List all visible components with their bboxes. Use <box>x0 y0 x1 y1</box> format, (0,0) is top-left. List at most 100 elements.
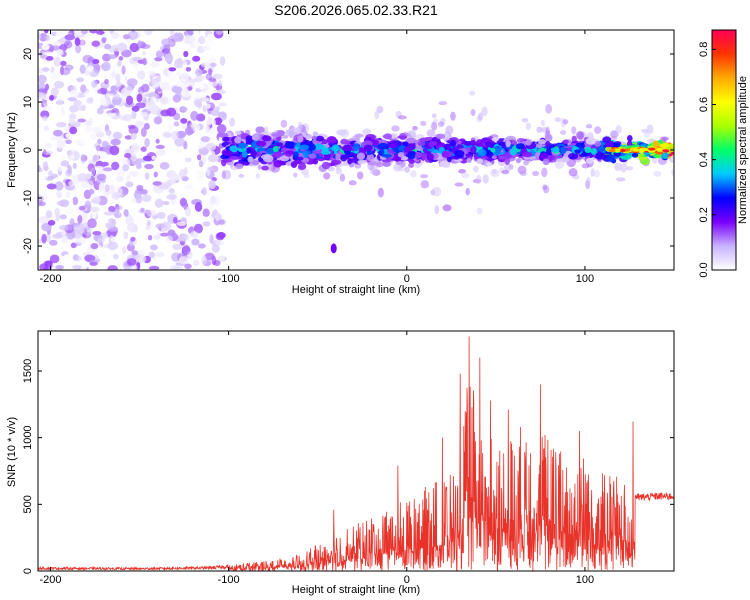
spectral-blob <box>194 40 199 50</box>
spectral-blob <box>39 33 48 42</box>
spectral-blob <box>56 99 64 105</box>
spectral-blob <box>308 153 317 159</box>
spectral-blob <box>212 73 223 80</box>
spectral-blob <box>216 232 226 239</box>
spectral-blob <box>519 170 527 177</box>
spectrogram-ylabel: Frequency (Hz) <box>6 112 18 188</box>
spectral-blob <box>127 30 139 41</box>
spectral-blob <box>90 133 97 140</box>
spectral-blob <box>67 48 77 53</box>
spectral-blob <box>205 142 217 151</box>
spectral-blob <box>81 30 88 35</box>
spectral-blob <box>218 132 229 138</box>
spectral-blob <box>255 126 265 134</box>
spectral-blob <box>60 160 70 168</box>
spectral-blob <box>120 87 129 98</box>
spectral-blob <box>209 234 214 244</box>
spectral-blob <box>77 118 86 123</box>
spectral-blob <box>662 149 670 153</box>
spectral-blob <box>111 161 120 171</box>
spectral-blob <box>162 200 170 206</box>
spectral-blob <box>167 73 177 82</box>
spectral-blob <box>412 125 418 131</box>
spectral-blob <box>57 165 68 172</box>
spectral-blob <box>143 122 150 130</box>
spectral-blob <box>356 152 366 161</box>
snr-ytick-label: 500 <box>22 495 34 513</box>
spectral-blob <box>619 148 627 153</box>
spectral-blob <box>297 135 304 143</box>
spectral-blob <box>540 119 545 127</box>
spectral-blob <box>56 139 66 149</box>
spectral-blob <box>292 151 299 158</box>
spectral-blob <box>180 117 188 124</box>
spectral-blob <box>38 216 49 224</box>
spectral-blob <box>279 155 290 162</box>
spectral-blob <box>196 154 202 161</box>
spectral-blob <box>151 79 160 90</box>
spectral-blob <box>515 157 521 164</box>
spectral-blob <box>255 140 267 147</box>
spectral-blob <box>50 66 55 74</box>
spectral-blob <box>155 138 160 144</box>
spectral-blob <box>184 184 194 190</box>
snr-ylabel: SNR (10 * v/v) <box>6 417 18 487</box>
spectral-blob <box>182 244 191 255</box>
spectral-blob <box>60 30 67 34</box>
spectral-blob <box>155 223 166 229</box>
spectral-blob <box>571 126 577 135</box>
spectral-blob <box>315 135 325 142</box>
spectral-blob <box>178 256 189 265</box>
spectral-blob <box>147 70 158 76</box>
spectral-blob <box>181 233 189 243</box>
spectral-blob <box>38 122 42 129</box>
spectral-blob <box>173 216 178 224</box>
spectral-blob <box>56 49 64 56</box>
spectral-blob <box>50 87 59 97</box>
spectral-blob <box>545 126 550 136</box>
spectral-blob <box>101 251 107 257</box>
spectral-blob <box>434 205 440 215</box>
spectral-blob <box>205 103 211 109</box>
spectral-blob <box>255 173 261 179</box>
spectral-blob <box>139 44 151 49</box>
snr-xtick-label: -200 <box>39 574 61 586</box>
spectral-blob <box>671 168 674 177</box>
spectral-blob <box>439 160 451 168</box>
spectral-blob <box>38 74 47 84</box>
spectral-blob <box>615 177 626 182</box>
spectral-blob <box>207 166 215 171</box>
spectral-blob <box>275 142 284 147</box>
spectrogram-ytick-label: -10 <box>22 190 34 206</box>
spectral-blob <box>69 218 75 227</box>
spectral-blob <box>84 126 94 133</box>
spectral-blob <box>135 194 143 204</box>
snr-ytick-label: 1000 <box>22 425 34 449</box>
spectral-blob <box>54 207 61 217</box>
spectral-blob <box>63 254 71 260</box>
spectral-blob <box>166 107 177 117</box>
spectral-blob <box>142 50 147 56</box>
spectral-blob <box>367 161 378 166</box>
spectral-blob <box>72 264 82 270</box>
spectral-blob <box>391 125 400 132</box>
spectral-blob <box>466 157 472 164</box>
spectral-blob <box>89 30 98 34</box>
spectral-blob <box>144 163 154 170</box>
spectral-blob <box>208 68 213 75</box>
spectral-blob <box>340 138 349 145</box>
spectral-blob <box>107 265 119 270</box>
spectral-blob <box>339 173 346 182</box>
spectral-blob <box>121 158 131 167</box>
spectral-blob <box>593 126 602 134</box>
spectral-blob <box>435 133 446 140</box>
spectral-blob <box>49 254 60 264</box>
spectral-blob <box>347 158 357 163</box>
spectral-blob <box>590 148 597 155</box>
spectral-blob <box>39 201 46 207</box>
spectral-blob <box>134 120 146 128</box>
spectral-blob <box>89 261 98 266</box>
spectral-blob <box>135 217 145 222</box>
spectral-blob <box>198 160 204 168</box>
